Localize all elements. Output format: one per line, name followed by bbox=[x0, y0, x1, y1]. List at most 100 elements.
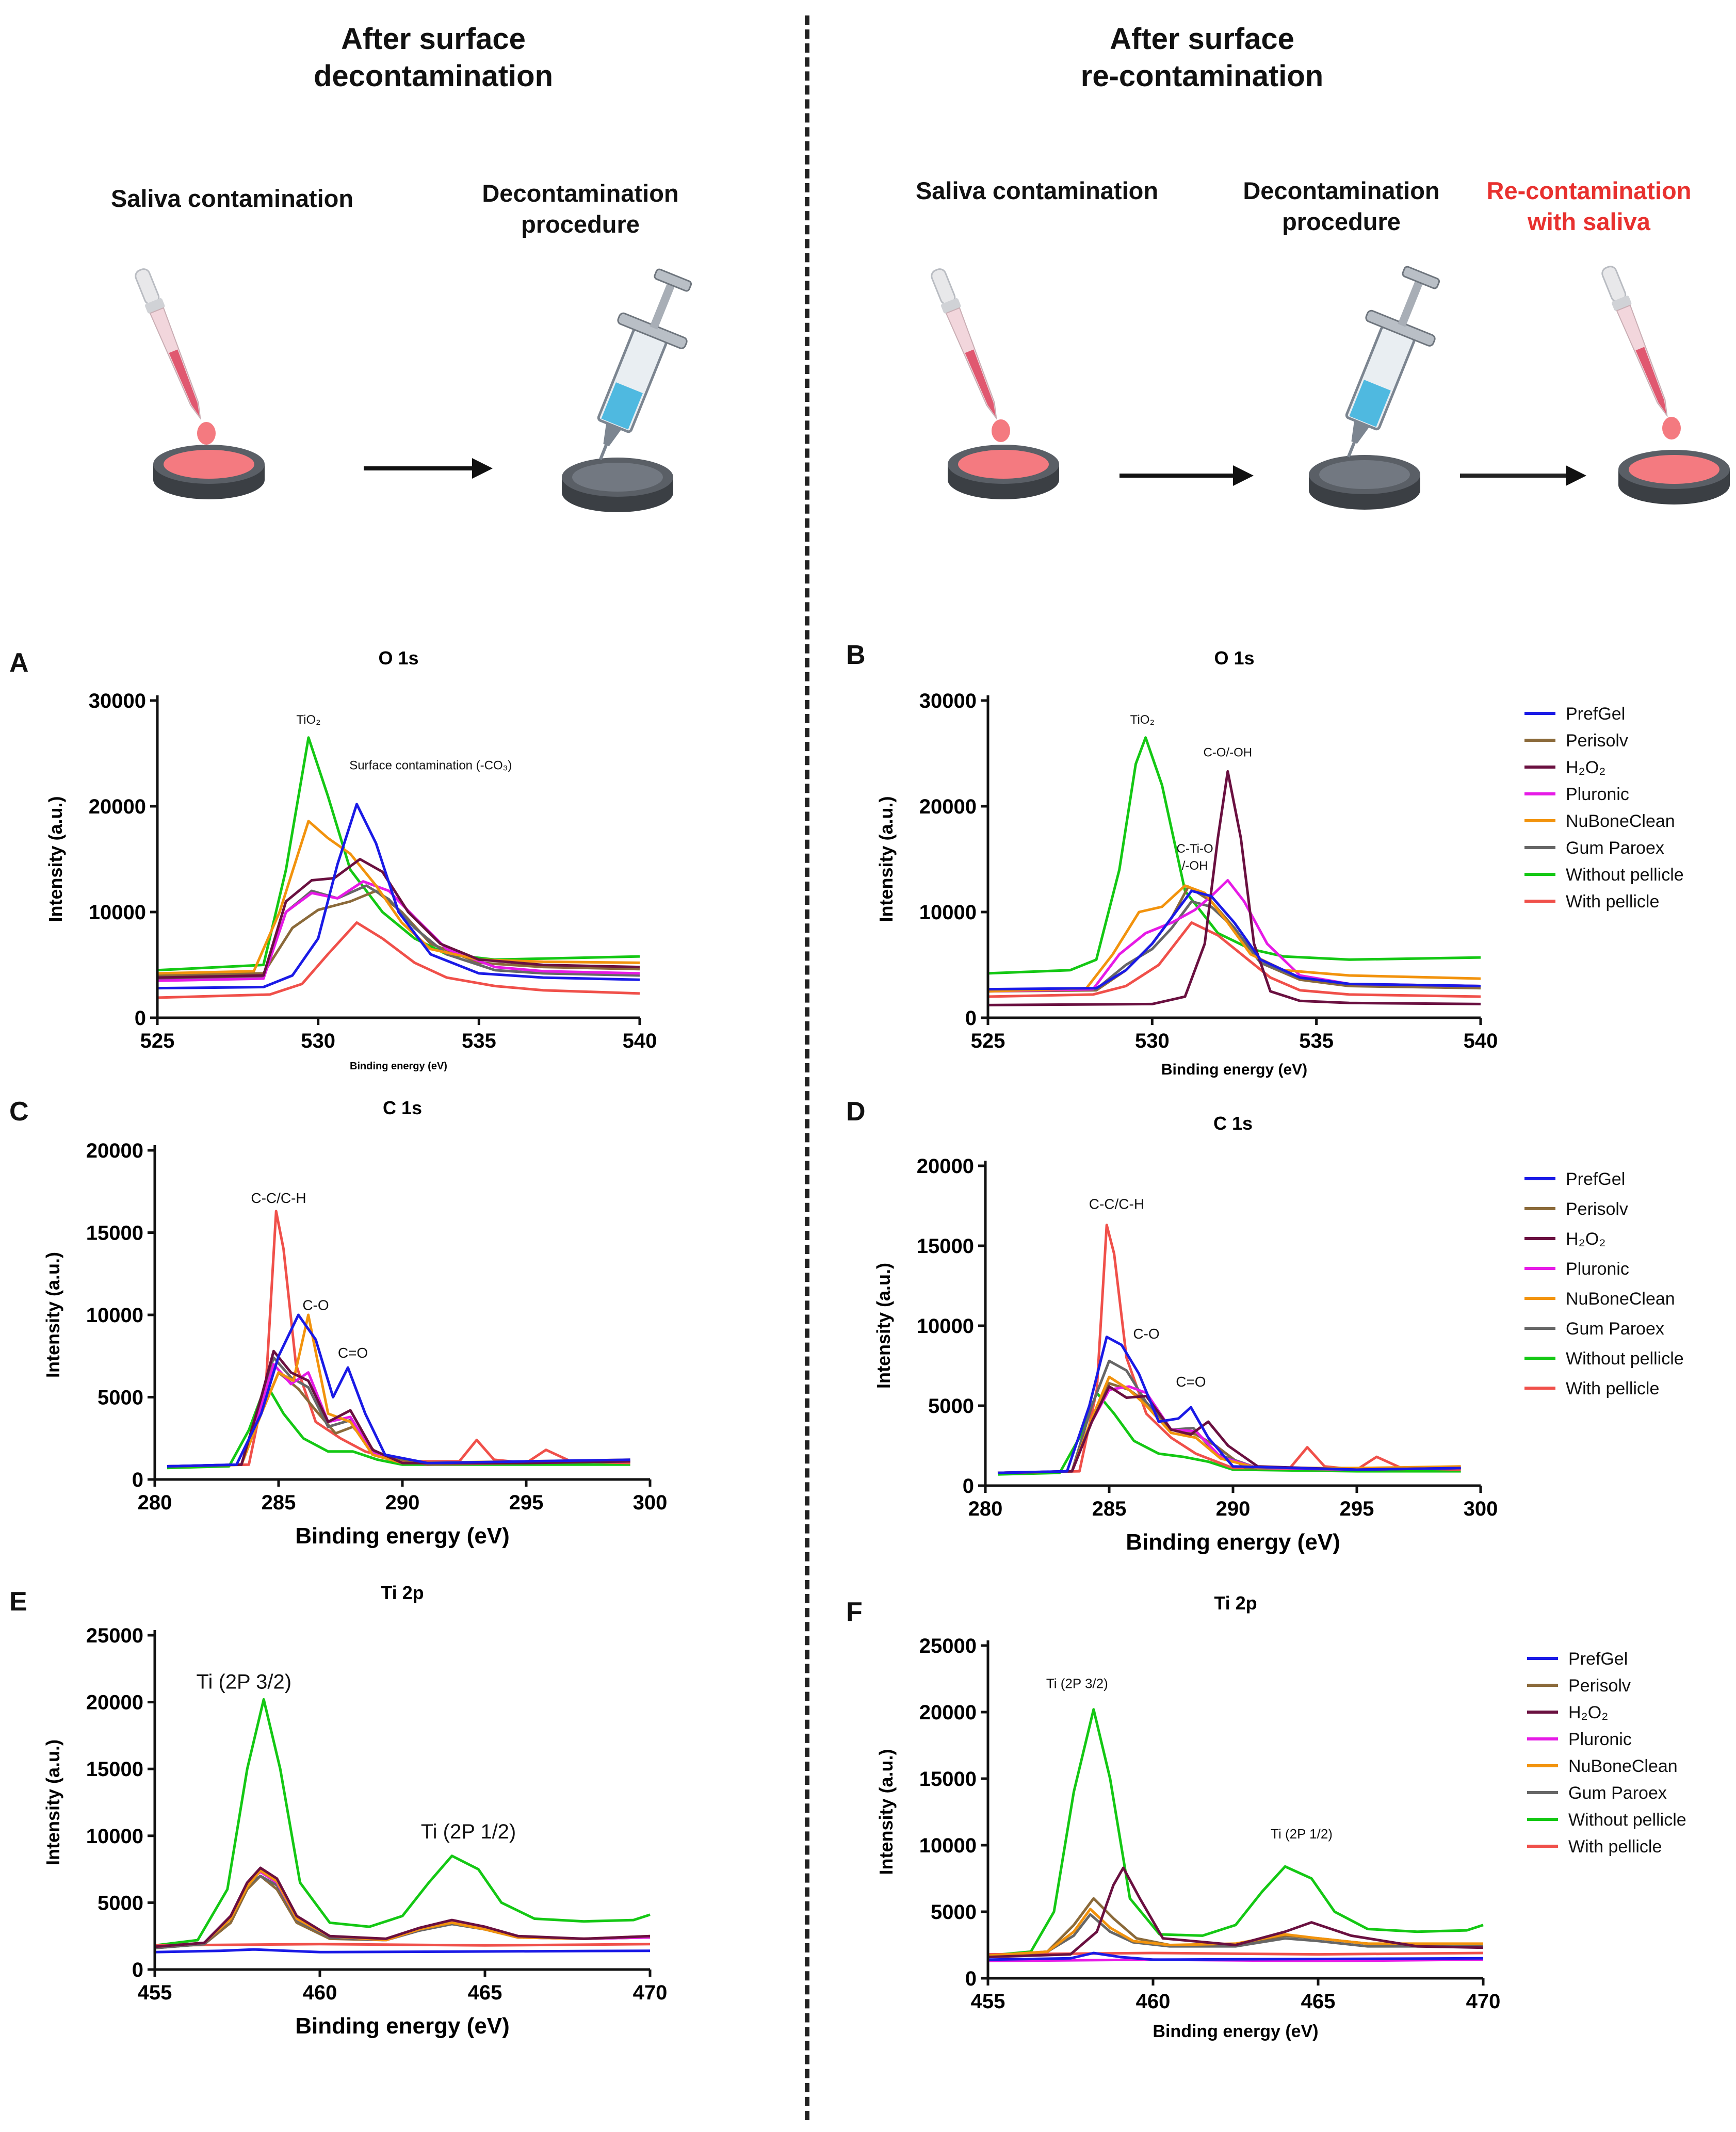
series-line-with-pellicle bbox=[157, 921, 640, 999]
panel-letter-b: B bbox=[846, 640, 866, 670]
chart-title: C 1s bbox=[383, 1097, 422, 1118]
pipette-icon bbox=[927, 266, 1006, 422]
legend-label: Perisolv bbox=[1568, 1676, 1631, 1696]
panel-letter-d: D bbox=[846, 1097, 866, 1127]
series-line-h2o2 bbox=[987, 770, 1481, 1006]
peak-annotation: Ti (2P 1/2) bbox=[421, 1820, 516, 1843]
legend-label: With pellicle bbox=[1568, 1837, 1662, 1857]
saliva-drop-icon bbox=[992, 419, 1010, 442]
legend-label: PrefGel bbox=[1568, 1649, 1628, 1669]
series-line-nuboneclean bbox=[167, 1313, 630, 1468]
y-tick-label: 15000 bbox=[86, 1222, 143, 1245]
series-line-pluronic bbox=[987, 879, 1481, 993]
peak-annotation: C-O bbox=[302, 1297, 329, 1313]
y-tick-label: 0 bbox=[965, 1007, 977, 1030]
y-tick-label: 10000 bbox=[86, 1304, 143, 1327]
y-tick-label: 20000 bbox=[919, 795, 977, 818]
y-tick-label: 5000 bbox=[928, 1395, 974, 1418]
peak-annotation: C-O/-OH bbox=[1203, 746, 1252, 760]
x-tick-label: 300 bbox=[633, 1491, 668, 1514]
y-axis-label: Intensity (a.u.) bbox=[873, 1263, 894, 1389]
left-step-decontamination: Decontamination procedure bbox=[482, 180, 679, 238]
y-tick-label: 5000 bbox=[98, 1892, 143, 1914]
saliva-drop-icon bbox=[197, 422, 216, 445]
y-tick-label: 10000 bbox=[89, 901, 146, 924]
x-tick-label: 465 bbox=[468, 1981, 502, 2004]
peak-annotation: C=O bbox=[338, 1345, 368, 1361]
legend-label: Perisolv bbox=[1566, 1199, 1628, 1219]
panel-letter-f: F bbox=[846, 1597, 863, 1627]
series-line-with-pellicle bbox=[167, 1210, 630, 1468]
y-tick-label: 5000 bbox=[931, 1901, 977, 1924]
x-tick-label: 530 bbox=[301, 1030, 335, 1052]
legend-label: With pellicle bbox=[1566, 892, 1659, 912]
x-tick-label: 540 bbox=[623, 1030, 657, 1052]
clean-disk-left bbox=[562, 458, 673, 512]
peak-annotation: C=O bbox=[1176, 1374, 1206, 1390]
pipette-icon bbox=[1597, 263, 1677, 420]
legend-label: Gum Paroex bbox=[1568, 1783, 1667, 1803]
x-tick-label: 455 bbox=[971, 1990, 1005, 2013]
x-tick-label: 280 bbox=[138, 1491, 172, 1514]
x-tick-label: 540 bbox=[1464, 1030, 1498, 1052]
x-tick-label: 285 bbox=[262, 1491, 296, 1514]
saliva-drop-icon bbox=[1662, 417, 1681, 440]
recontaminated-disk bbox=[1618, 450, 1730, 504]
x-tick-label: 295 bbox=[1340, 1498, 1374, 1520]
chart-c1s-recontamination: C 1s 0 5000 10000 15000 20000 280 285 290 295 300 B… bbox=[873, 1113, 1684, 1555]
legend-label: NuBoneClean bbox=[1566, 811, 1675, 831]
peak-annotation: TiO₂ bbox=[1130, 713, 1155, 727]
right-step-saliva: Saliva contamination bbox=[915, 177, 1159, 204]
y-tick-label: 0 bbox=[132, 1469, 143, 1491]
x-tick-label: 280 bbox=[968, 1498, 1003, 1520]
series-line-gum-paroex bbox=[987, 1913, 1483, 1957]
chart-title: C 1s bbox=[1213, 1113, 1253, 1134]
y-axis-label: Intensity (a.u.) bbox=[875, 1749, 897, 1875]
y-tick-label: 0 bbox=[963, 1475, 974, 1498]
x-tick-label: 470 bbox=[1466, 1990, 1501, 2013]
peak-annotation: Ti (2P 3/2) bbox=[197, 1671, 292, 1694]
peak-annotation: Ti (2P 1/2) bbox=[1271, 1826, 1333, 1842]
x-tick-label: 525 bbox=[971, 1030, 1005, 1052]
legend-label: Pluronic bbox=[1568, 1730, 1632, 1749]
x-tick-label: 460 bbox=[1136, 1990, 1171, 2013]
series-line-without-pellicle bbox=[157, 736, 640, 972]
x-tick-label: 470 bbox=[633, 1981, 668, 2004]
series-line-with-pellicle bbox=[997, 1224, 1461, 1474]
x-tick-label: 285 bbox=[1092, 1498, 1127, 1520]
x-tick-label: 290 bbox=[385, 1491, 420, 1514]
panel-letter-a: A bbox=[9, 648, 29, 678]
y-tick-label: 15000 bbox=[919, 1768, 977, 1791]
legend-label: Pluronic bbox=[1566, 785, 1629, 804]
x-tick-label: 460 bbox=[303, 1981, 337, 2004]
x-axis-label: Binding energy (eV) bbox=[350, 1061, 447, 1072]
chart-ti2p-recontamination: Ti 2p 0 5000 10000 15000 20000 25000 455 460 465 4… bbox=[875, 1592, 1686, 2041]
syringe-icon bbox=[1315, 259, 1456, 470]
arrow-icon bbox=[1120, 465, 1254, 486]
saliva-disk-left bbox=[153, 445, 265, 499]
legend-label: PrefGel bbox=[1566, 704, 1625, 724]
y-tick-label: 10000 bbox=[919, 1834, 977, 1857]
chart-o1s-decontamination: O 1s 0 10000 20000 30000 525 530 535 540 Binding … bbox=[45, 647, 657, 1072]
y-tick-label: 20000 bbox=[89, 795, 146, 818]
legend-label: H₂O₂ bbox=[1566, 758, 1605, 777]
y-tick-label: 10000 bbox=[917, 1315, 974, 1338]
saliva-disk-right bbox=[948, 445, 1059, 499]
y-tick-label: 30000 bbox=[919, 690, 977, 712]
x-tick-label: 535 bbox=[1299, 1030, 1334, 1052]
series-line-without-pellicle bbox=[154, 1698, 651, 1947]
peak-annotation: /-OH bbox=[1182, 859, 1208, 873]
panel-letter-e: E bbox=[9, 1587, 27, 1617]
legend-label: Without pellicle bbox=[1566, 1349, 1684, 1369]
x-tick-label: 530 bbox=[1135, 1030, 1170, 1052]
series-line-without-pellicle bbox=[987, 1708, 1484, 1957]
y-tick-label: 20000 bbox=[86, 1140, 143, 1162]
series-line-prefgel bbox=[154, 1948, 651, 1954]
series-line-prefgel bbox=[997, 1336, 1461, 1474]
x-tick-label: 465 bbox=[1301, 1990, 1336, 2013]
x-tick-label: 300 bbox=[1464, 1498, 1498, 1520]
chart-title: Ti 2p bbox=[1214, 1592, 1257, 1614]
legend-label: Without pellicle bbox=[1566, 865, 1684, 885]
panel-letter-c: C bbox=[9, 1097, 29, 1127]
series-line-prefgel bbox=[157, 803, 640, 990]
